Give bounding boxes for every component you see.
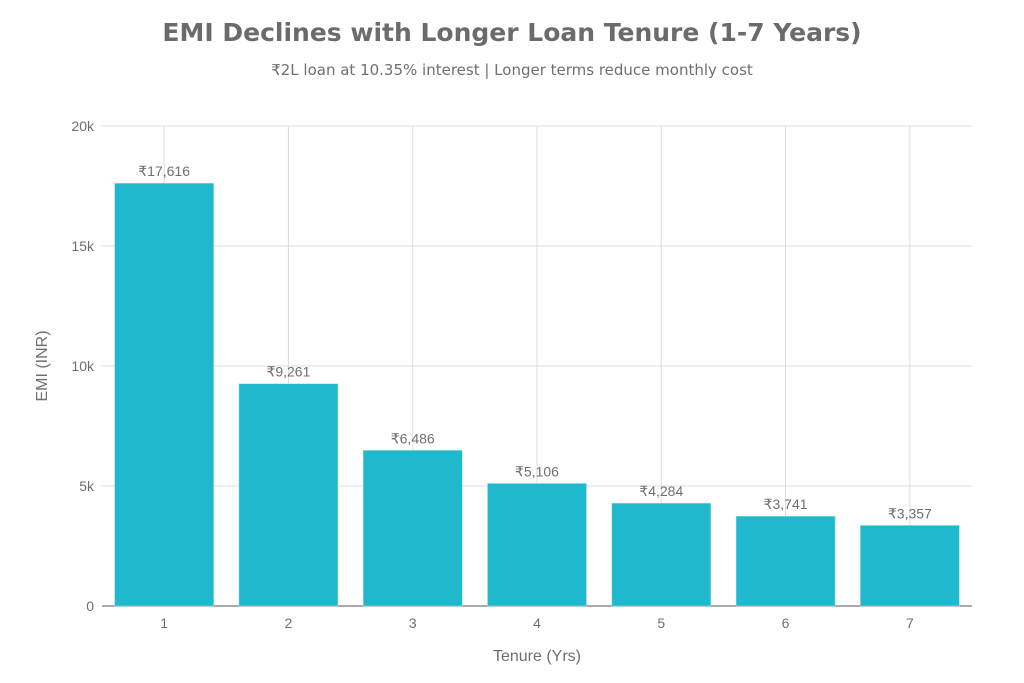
x-axis-label: Tenure (Yrs) <box>493 648 581 665</box>
bar <box>487 483 587 607</box>
chart-title: EMI Declines with Longer Loan Tenure (1-… <box>162 18 862 47</box>
data-label: ₹17,616 <box>138 163 190 179</box>
data-label: ₹4,284 <box>639 483 683 499</box>
tick-labels: 0 5k 10k 15k 20k 1 2 3 4 5 6 7 <box>71 118 914 631</box>
x-tick-label: 6 <box>782 615 790 631</box>
x-tick-label: 2 <box>285 615 293 631</box>
bar <box>362 450 463 607</box>
x-tick-label: 7 <box>906 615 914 631</box>
chart-subtitle: ₹2L loan at 10.35% interest | Longer ter… <box>271 61 753 79</box>
bar <box>860 525 960 607</box>
y-tick-label: 0 <box>86 598 94 614</box>
data-label: ₹3,357 <box>888 505 932 521</box>
data-label: ₹5,106 <box>515 463 559 479</box>
x-tick-label: 4 <box>533 615 541 631</box>
bar <box>114 182 214 607</box>
bar <box>238 383 339 607</box>
y-tick-label: 10k <box>71 358 95 374</box>
bar <box>735 515 836 607</box>
y-tick-label: 5k <box>79 478 95 494</box>
data-label: ₹3,741 <box>764 496 808 512</box>
x-tick-label: 3 <box>409 615 417 631</box>
x-tick-label: 5 <box>657 615 665 631</box>
data-label: ₹6,486 <box>391 430 435 446</box>
x-tick-label: 1 <box>160 615 168 631</box>
bar <box>611 502 712 607</box>
bars <box>114 182 960 607</box>
data-labels: ₹17,616 ₹9,261 ₹6,486 ₹5,106 ₹4,284 ₹3,741 ₹3,… <box>138 163 932 521</box>
y-tick-label: 15k <box>71 238 95 254</box>
y-axis-label: EMI (INR) <box>34 330 51 401</box>
data-label: ₹9,261 <box>266 364 310 380</box>
y-tick-label: 20k <box>71 118 95 134</box>
